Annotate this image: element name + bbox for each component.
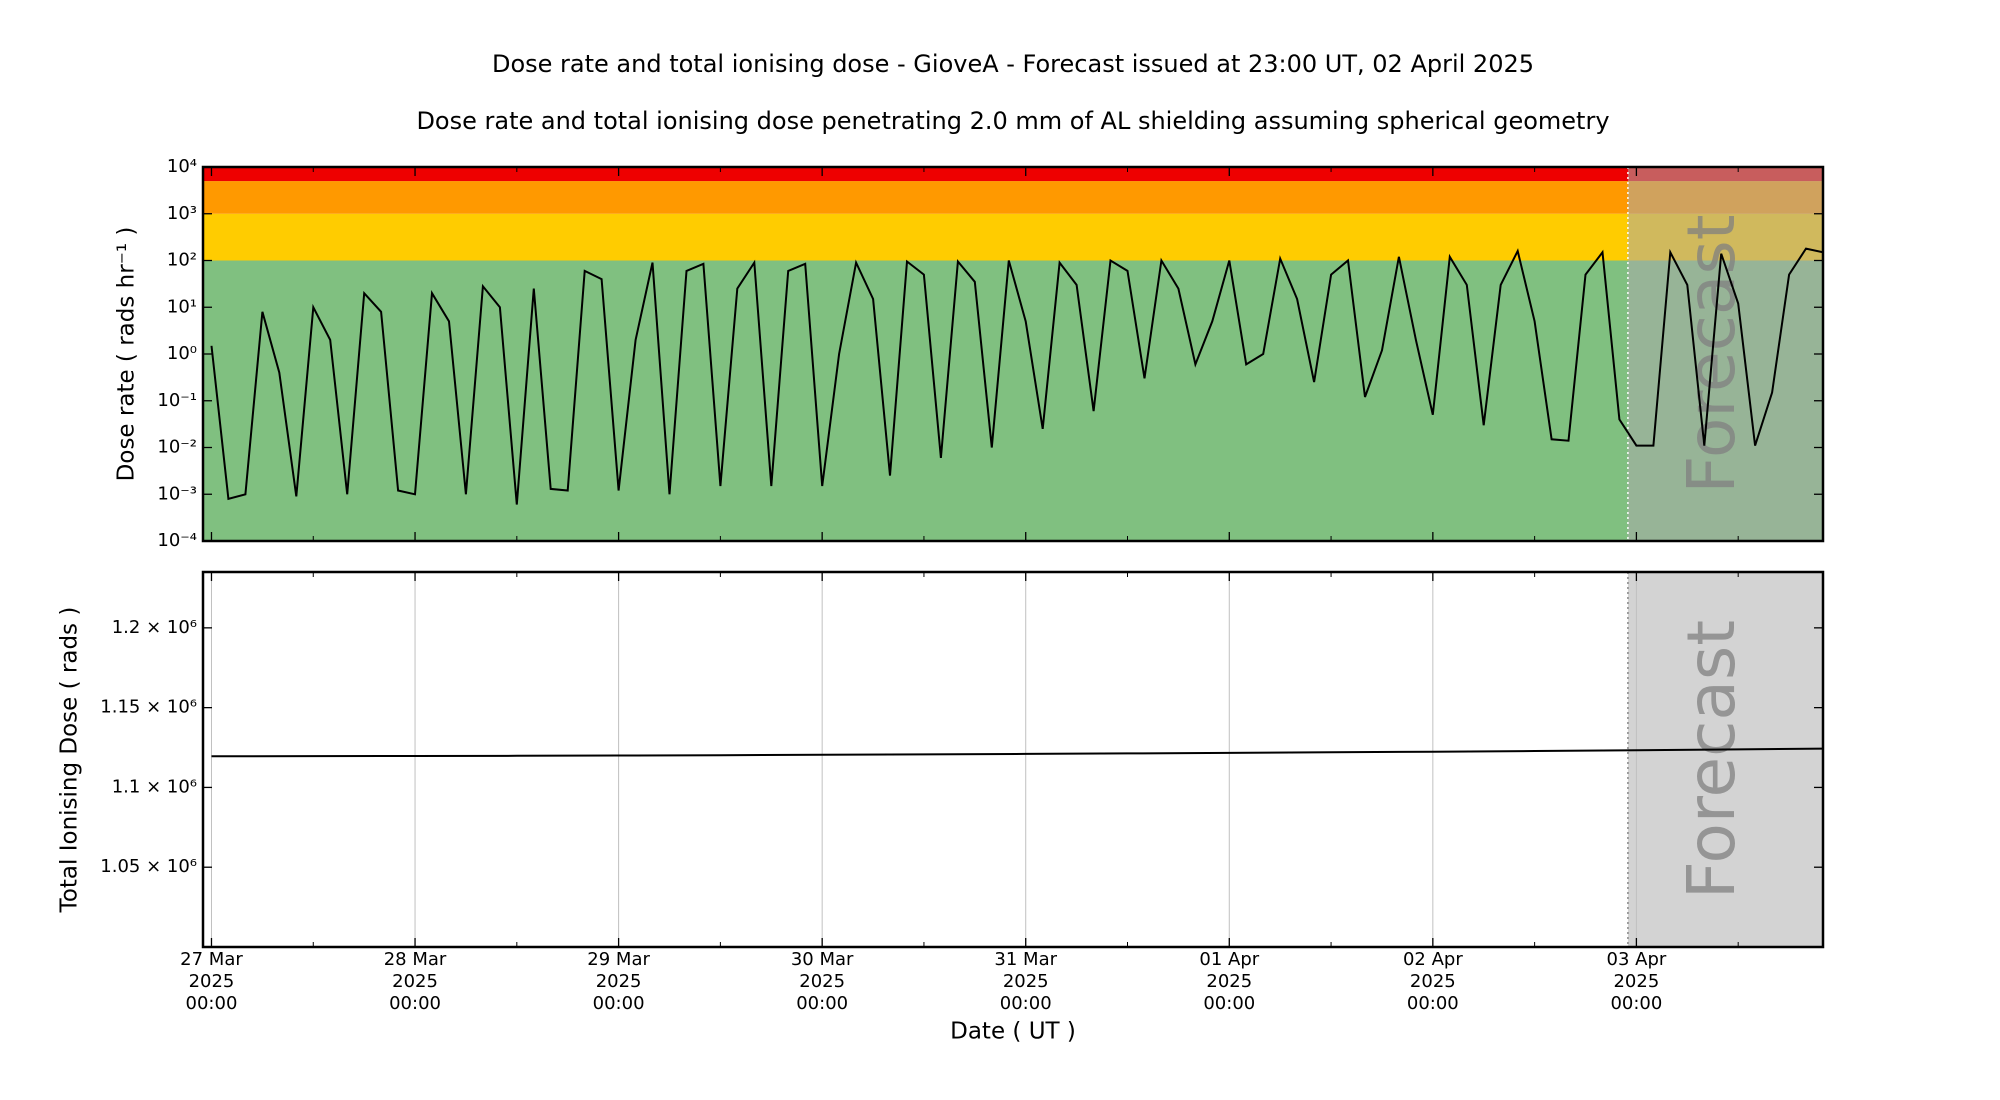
y-tick-label: 1.1 × 10⁶: [112, 776, 197, 797]
threshold-band: [203, 167, 1823, 182]
x-tick-label: 02 Apr: [1403, 949, 1463, 970]
y-tick-label: 10⁻³: [157, 483, 197, 504]
x-tick-label: 29 Mar: [587, 949, 650, 970]
x-tick-label: 00:00: [1203, 993, 1255, 1014]
forecast-region: [1627, 572, 1823, 947]
x-tick-label: 00:00: [1000, 993, 1052, 1014]
x-tick-label: 00:00: [593, 993, 645, 1014]
y-tick-label: 10⁴: [167, 156, 197, 177]
forecast-label: Forecast: [1673, 620, 1750, 899]
x-tick-label: 00:00: [389, 993, 441, 1014]
x-tick-label: 00:00: [796, 993, 848, 1014]
threshold-band: [203, 260, 1823, 541]
y-tick-label: 1.15 × 10⁶: [100, 697, 197, 718]
x-tick-label: 00:00: [186, 993, 238, 1014]
threshold-band: [203, 181, 1823, 214]
plot-frame: [201, 165, 1825, 543]
x-tick-label: 2025: [799, 971, 845, 992]
y-tick-label: 10⁻⁴: [157, 530, 197, 551]
x-tick-label: 00:00: [1407, 993, 1459, 1014]
y-tick-label: 10⁰: [167, 343, 197, 364]
x-tick-label: 2025: [392, 971, 438, 992]
threshold-band: [203, 213, 1823, 261]
chart-title: Dose rate and total ionising dose - Giov…: [492, 50, 1534, 78]
data-line: [210, 247, 1823, 505]
chart-subtitle: Dose rate and total ionising dose penetr…: [416, 107, 1609, 135]
x-tick-label: 2025: [189, 971, 235, 992]
y-tick-label: 10²: [167, 250, 197, 271]
x-tick-label: 2025: [1003, 971, 1049, 992]
y-axis-label: Total Ionising Dose ( rads ): [57, 607, 83, 914]
y-tick-label: 10³: [167, 203, 197, 224]
x-tick-label: 2025: [1410, 971, 1456, 992]
x-tick-label: 2025: [596, 971, 642, 992]
x-axis-label: Date ( UT ): [950, 1019, 1076, 1045]
y-tick-label: 1.05 × 10⁶: [100, 856, 197, 877]
x-tick-label: 30 Mar: [791, 949, 854, 970]
x-tick-label: 2025: [1613, 971, 1659, 992]
y-axis-label: Dose rate ( rads hr⁻¹ ): [114, 227, 140, 482]
x-tick-label: 31 Mar: [994, 949, 1057, 970]
y-tick-label: 10⁻¹: [157, 390, 197, 411]
x-tick-label: 03 Apr: [1607, 949, 1667, 970]
y-tick-label: 10¹: [167, 296, 197, 317]
y-tick-label: 1.2 × 10⁶: [112, 617, 197, 638]
x-tick-label: 01 Apr: [1199, 949, 1259, 970]
x-tick-label: 28 Mar: [384, 949, 447, 970]
plot-frame: [201, 570, 1825, 949]
x-tick-label: 2025: [1206, 971, 1252, 992]
data-line: [211, 747, 1823, 758]
x-tick-label: 00:00: [1610, 993, 1662, 1014]
y-tick-label: 10⁻²: [157, 437, 197, 458]
x-tick-label: 27 Mar: [180, 949, 243, 970]
